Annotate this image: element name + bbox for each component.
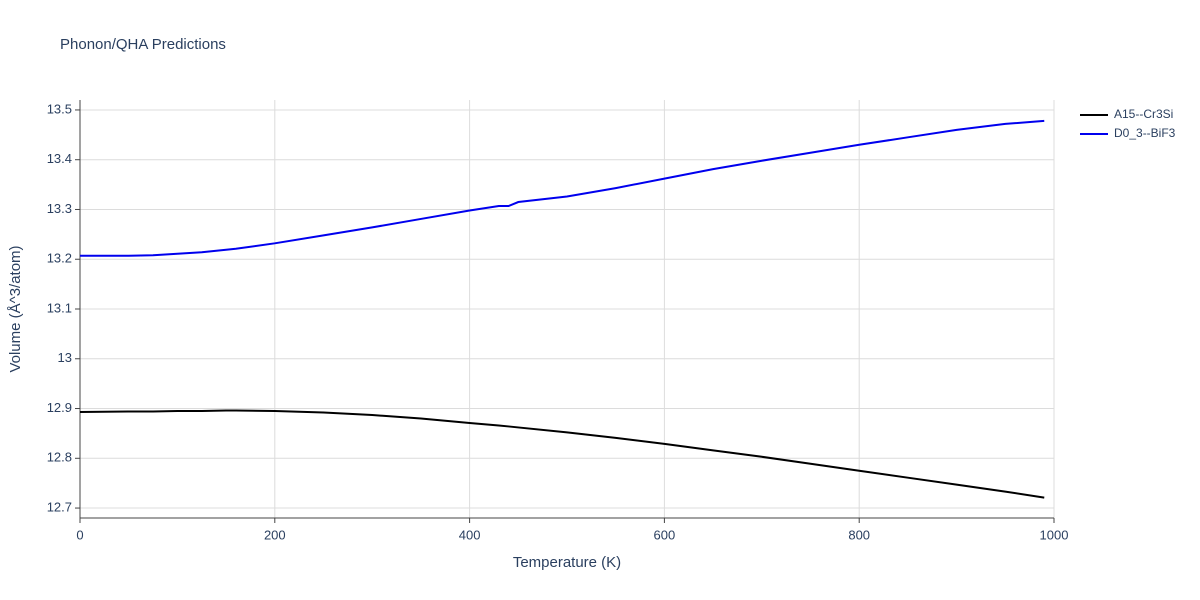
x-tick-label: 200 (264, 527, 286, 542)
y-tick-label: 12.8 (47, 450, 72, 465)
y-tick-label: 12.7 (47, 499, 72, 514)
y-tick-label: 13 (58, 350, 72, 365)
y-tick-label: 13.4 (47, 151, 72, 166)
y-tick-label: 13.3 (47, 201, 72, 216)
series-line (79, 409, 1045, 499)
y-axis-title: Volume (Å^3/atom) (7, 245, 24, 372)
x-tick-label: 800 (848, 527, 870, 542)
x-tick-label: 600 (654, 527, 676, 542)
chart-title: Phonon/QHA Predictions (60, 36, 226, 53)
y-tick-label: 12.9 (47, 400, 72, 415)
x-axis-title: Temperature (K) (513, 554, 621, 571)
x-tick-label: 1000 (1040, 527, 1069, 542)
legend-label: A15--Cr3Si (1114, 107, 1173, 121)
legend-label: D0_3--BiF3 (1114, 126, 1176, 140)
y-tick-label: 13.5 (47, 101, 72, 116)
y-tick-label: 13.1 (47, 300, 72, 315)
x-tick-label: 400 (459, 527, 481, 542)
y-tick-label: 13.2 (47, 251, 72, 266)
series-line (80, 119, 1045, 257)
x-tick-label: 0 (76, 527, 83, 542)
